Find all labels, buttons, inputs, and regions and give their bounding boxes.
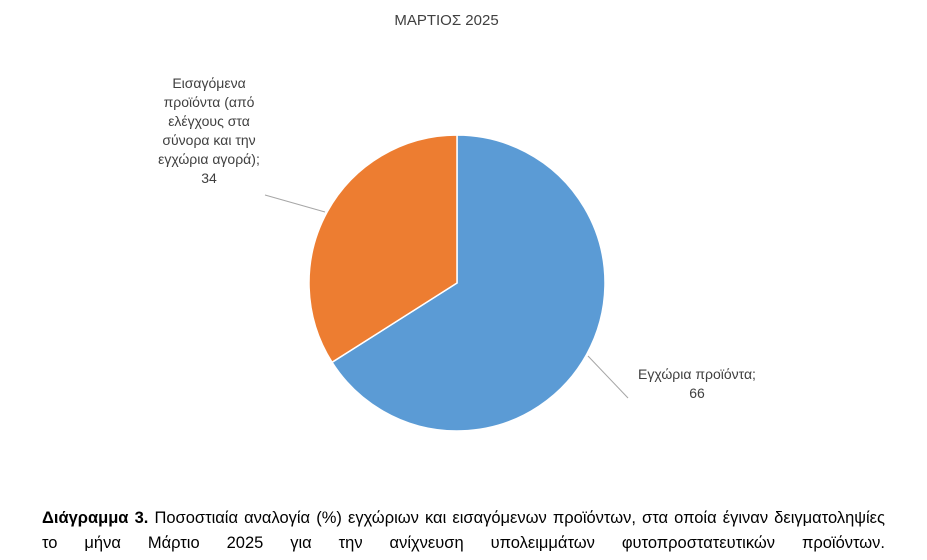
category-label: Εγχώρια προϊόντα; bbox=[638, 366, 756, 382]
leader-line bbox=[587, 355, 629, 399]
data-label: Εισαγόμενα προϊόντα (από ελέγχους στα σύ… bbox=[148, 74, 270, 188]
leader-line bbox=[264, 194, 326, 213]
caption-text: Ποσοστιαία αναλογία (%) εγχώριων και εισ… bbox=[42, 509, 885, 552]
pie-slice bbox=[331, 134, 606, 432]
chart-title: ΜΑΡΤΙΟΣ 2025 bbox=[394, 12, 499, 29]
data-label: Εγχώρια προϊόντα; 66 bbox=[622, 365, 772, 403]
caption: Διάγραμμα 3. Ποσοστιαία αναλογία (%) εγχ… bbox=[42, 506, 885, 556]
pie-slice bbox=[308, 134, 458, 364]
chart bbox=[264, 134, 629, 432]
category-label: Εισαγόμενα προϊόντα (από ελέγχους στα σύ… bbox=[158, 75, 260, 167]
caption-label: Διάγραμμα 3. bbox=[42, 509, 149, 527]
value-label: 66 bbox=[689, 385, 705, 401]
value-label: 34 bbox=[201, 170, 217, 186]
